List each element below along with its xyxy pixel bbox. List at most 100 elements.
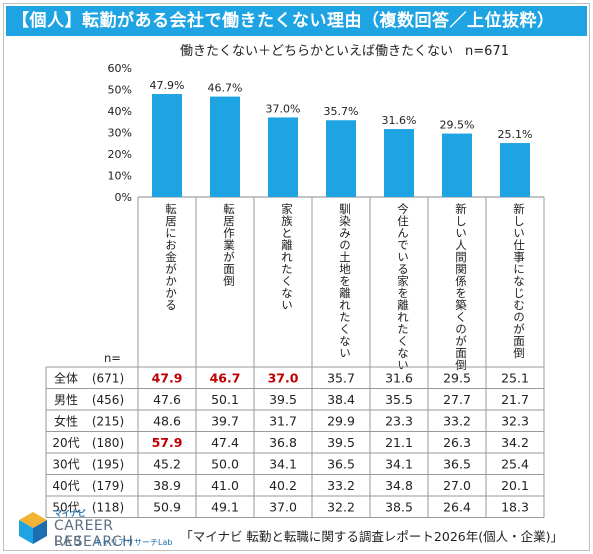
bar-value-label: 31.6% [382,114,417,127]
bar-value-label: 46.7% [208,82,243,95]
bar [152,94,182,197]
table-row-n: (180) [92,436,124,450]
bar [442,133,472,197]
table-cell: 50.9 [153,499,181,514]
table-cell: 25.4 [501,456,529,471]
table-row-label: 30代 [52,457,79,471]
table-cell: 38.5 [385,499,413,514]
category-label: 新しい人間関係を築くのが面倒 [454,202,468,371]
category-label: 転居にお金がかかる [164,203,178,311]
table-cell: 50.0 [211,456,239,471]
table-cell: 32.3 [501,413,529,428]
table-cell: 29.5 [443,370,471,385]
table-row-label: 40代 [52,479,79,493]
table-cell: 48.6 [153,413,181,428]
bar-value-label: 37.0% [266,102,301,115]
table-cell: 32.2 [327,499,355,514]
bar-value-label: 25.1% [498,128,533,141]
chart-subtitle: 働きたくない＋どちらかといえば働きたくない n=671 [180,40,580,59]
y-tick-label: 20% [108,148,132,161]
table-cell: 36.5 [443,456,471,471]
table-cell: 39.5 [269,392,297,407]
table-cell: 38.4 [327,392,355,407]
table-cell: 20.1 [501,478,529,493]
table-cell: 45.2 [153,456,181,471]
table-cell: 39.7 [211,413,239,428]
table-row-label: 男性 [54,393,78,407]
bar [500,143,530,197]
table-cell: 26.3 [443,435,471,450]
table-cell: 25.1 [501,370,529,385]
category-label: 今住んでいる家を離れたくない [396,202,410,371]
category-label: 馴染みの土地を離れたくない [338,203,352,359]
category-label: 新しい仕事になじむのが面倒 [512,202,526,359]
table-cell: 33.2 [443,413,471,428]
bar [210,96,240,197]
bar [268,117,298,197]
table-cell: 34.1 [269,456,297,471]
bar [384,129,414,197]
bar-value-label: 35.7% [324,105,359,118]
category-label: 家族と離れたくない [280,202,294,311]
table-cell: 36.5 [327,456,355,471]
table-row-label: 20代 [52,436,79,450]
bar-value-label: 29.5% [440,119,475,132]
logo-kana: キャリアリサーチLab [94,538,173,547]
chart-frame [3,3,590,551]
table-row-label: 全体 [54,370,78,385]
table-cell: 21.1 [385,435,413,450]
y-tick-label: 40% [108,105,132,118]
y-tick-label: 50% [108,84,132,97]
table-cell: 49.1 [211,499,239,514]
table-cell: 37.0 [269,499,297,514]
table-cell: 34.2 [501,435,529,450]
table-row-n: (195) [92,457,124,471]
y-tick-label: 60% [108,62,132,75]
table-cell: 47.9 [152,370,183,385]
table-cell: 34.8 [385,478,413,493]
table-row-n: (456) [92,393,124,407]
category-label: 転居作業が面倒 [222,203,236,287]
table-cell: 18.3 [501,499,529,514]
table-row-n: (215) [92,414,124,428]
table-cell: 47.4 [211,435,239,450]
table-row-n: (671) [92,371,124,385]
table-cell: 57.9 [152,435,183,450]
logo-cube-icon [19,512,47,544]
table-cell: 35.5 [385,392,413,407]
table-row-n: (179) [92,479,124,493]
table-cell: 39.5 [327,435,355,450]
table-cell: 27.0 [443,478,471,493]
table-cell: 29.9 [327,413,355,428]
logo-line1: CAREER RESEARCH [54,518,134,550]
table-row-label: 50代 [52,500,79,514]
table-cell: 31.7 [269,413,297,428]
table-cell: 21.7 [501,392,529,407]
bar-value-label: 47.9% [150,79,185,92]
sample-size: n=671 [465,44,509,59]
chart-title: 【個人】転勤がある会社で働きたくない理由（複数回答／上位抜粋） [6,6,587,36]
table-cell: 26.4 [443,499,471,514]
table-cell: 46.7 [210,370,241,385]
subtitle-text: 働きたくない＋どちらかといえば働きたくない [180,44,454,59]
table-row-n: (118) [92,500,124,514]
n-header: n= [104,351,121,365]
table-cell: 33.2 [327,478,355,493]
y-tick-label: 10% [108,170,132,183]
table-cell: 47.6 [153,392,181,407]
table-cell: 37.0 [268,370,299,385]
table-cell: 50.1 [211,392,239,407]
table-cell: 27.7 [443,392,471,407]
table-cell: 31.6 [385,370,413,385]
table-cell: 35.7 [327,370,355,385]
table-cell: 40.2 [269,478,297,493]
table-row-label: 女性 [54,413,78,428]
logo-small-text: マイナビ [54,509,86,518]
bar [326,120,356,197]
table-cell: 38.9 [153,478,181,493]
logo: マイナビ CAREER RESEARCH LAB キャリアリサーチLab [12,505,182,551]
y-tick-label: 30% [108,127,132,140]
table-cell: 36.8 [269,435,297,450]
logo-line2: LAB [54,534,84,548]
